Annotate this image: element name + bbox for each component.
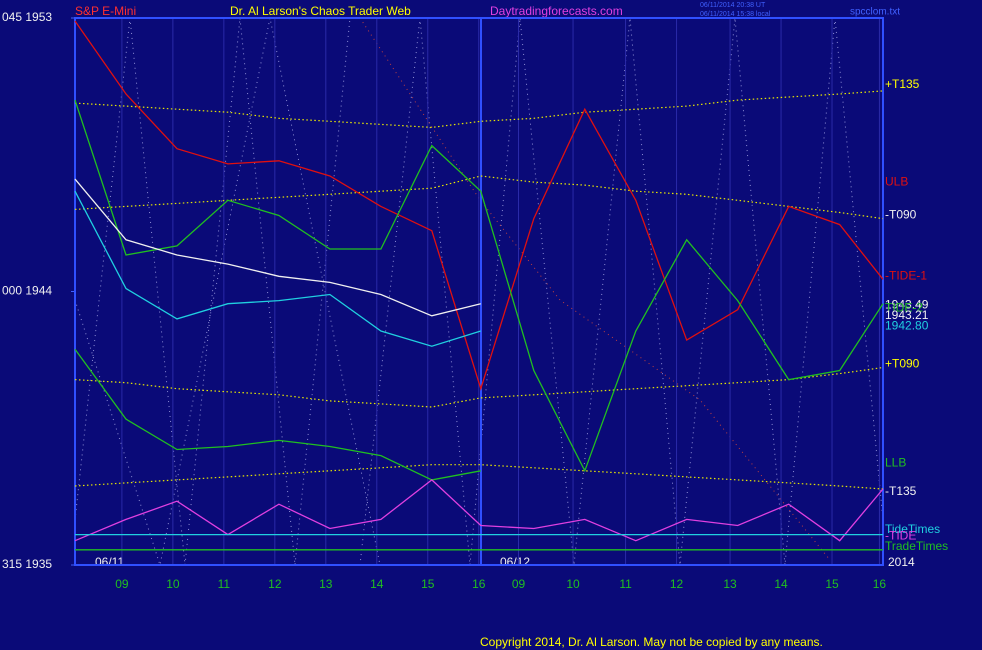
- line-label: 1942.80: [885, 319, 929, 333]
- timestamp: 06/11/2014 15:38 local: [700, 11, 771, 18]
- x-tick-label: 16: [472, 577, 486, 591]
- series-line: [74, 20, 884, 391]
- tide-zigzags: [74, 17, 884, 567]
- x-tick-label: 09: [115, 577, 129, 591]
- date-label: 06/11: [95, 555, 124, 569]
- plot-frame: [74, 17, 884, 566]
- x-tick-label: 12: [670, 577, 684, 591]
- series-line: [74, 348, 481, 481]
- x-tick-label: 13: [319, 577, 333, 591]
- subtitle: S&P E-Mini: [75, 4, 136, 18]
- x-tick-label: 15: [825, 577, 839, 591]
- line-label: +T135: [885, 77, 920, 91]
- series-line: [74, 366, 884, 408]
- line-label: 1943.49: [885, 297, 929, 311]
- x-tick-label: 10: [166, 577, 180, 591]
- x-tick-label: 16: [873, 577, 887, 591]
- chart-title: Dr. Al Larson's Chaos Trader Web: [230, 4, 411, 18]
- date-label: 06/12: [500, 555, 530, 569]
- zigzag: [74, 17, 381, 567]
- x-tick-label: 12: [268, 577, 282, 591]
- line-label: -TIDE-1: [885, 268, 927, 282]
- line-label: TradeTimes: [885, 539, 948, 553]
- x-tick-label: 14: [774, 577, 788, 591]
- series-line: [74, 190, 481, 347]
- line-label: 1943.21: [885, 308, 929, 322]
- date-label: 2014: [888, 555, 915, 569]
- y-tick-label: 315 1935: [2, 557, 52, 571]
- zigzag: [359, 17, 831, 561]
- series-line: [74, 90, 884, 129]
- series-line: [74, 479, 884, 542]
- line-label: +T090: [885, 357, 920, 371]
- series-line: [74, 175, 884, 220]
- x-tick-label: 14: [370, 577, 384, 591]
- x-tick-label: 15: [421, 577, 435, 591]
- timestamp: 06/11/2014 20:38 UT: [700, 2, 766, 9]
- series-line: [74, 464, 884, 490]
- line-label: TideTimes: [885, 522, 940, 536]
- x-tick-label: 10: [566, 577, 580, 591]
- line-label: ULB: [885, 174, 908, 188]
- line-label: LLB: [885, 455, 906, 469]
- x-tick-label: 11: [218, 577, 231, 591]
- series-line: [74, 178, 481, 317]
- x-tick-label: 11: [619, 577, 632, 591]
- y-tick-label: 045 1953: [2, 10, 52, 24]
- line-label: -T135: [885, 484, 917, 498]
- zigzag: [74, 17, 351, 566]
- y-tick-label: 000 1944: [2, 284, 52, 298]
- x-tick-label: 09: [512, 577, 526, 591]
- x-tick-label: 13: [723, 577, 737, 591]
- site: Daytradingforecasts.com: [490, 4, 623, 18]
- line-label: -T090: [885, 208, 917, 222]
- series-line: [74, 99, 884, 473]
- line-label: -TIDE: [885, 528, 916, 542]
- copyright: Copyright 2014, Dr. Al Larson. May not b…: [480, 635, 823, 649]
- file-name: spcclom.txt: [850, 7, 900, 18]
- line-label: TIDE-2: [885, 300, 923, 314]
